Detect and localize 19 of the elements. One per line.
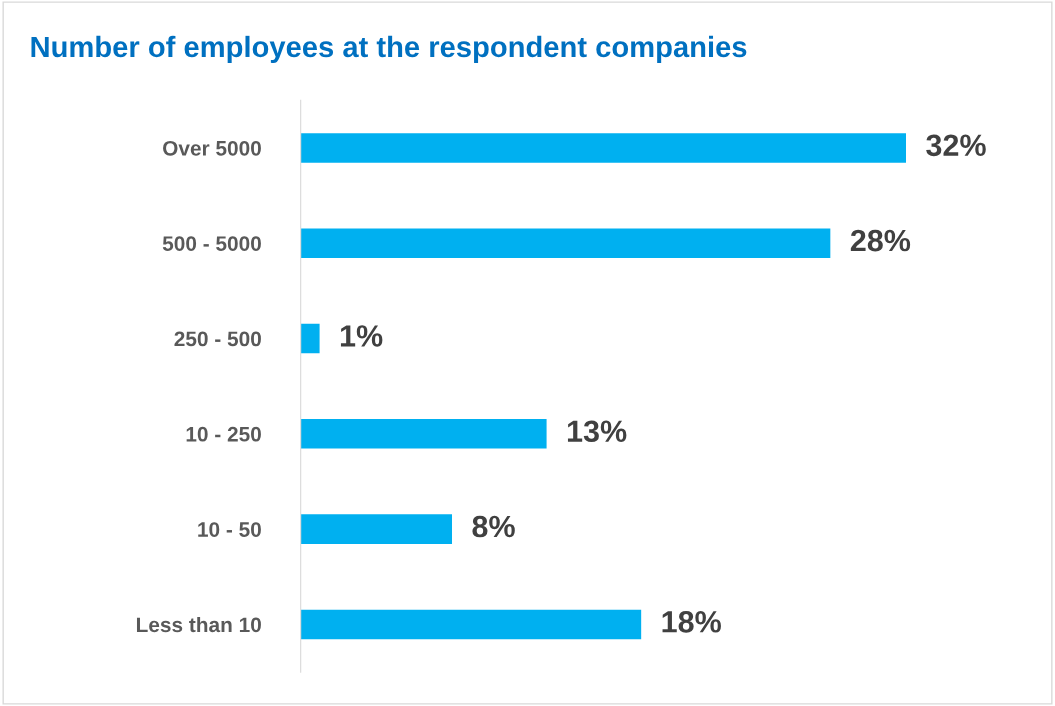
y-tick-label: 10 - 50: [198, 522, 261, 537]
data-label: 1%: [340, 325, 383, 347]
data-label: 18%: [662, 611, 721, 633]
data-label: 32%: [926, 134, 986, 157]
bar: [300, 133, 906, 163]
bar: [300, 419, 547, 449]
bar: [300, 609, 642, 640]
data-label: 13%: [567, 420, 627, 443]
bar: [300, 514, 453, 544]
y-tick-label: Over 5000: [163, 140, 261, 156]
data-label: 28%: [850, 229, 911, 252]
bar: [300, 228, 831, 258]
y-tick-label: 250 - 500: [174, 331, 261, 347]
data-label: 8%: [472, 515, 515, 538]
y-tick-label: 500 - 5000: [162, 236, 261, 251]
bar: [300, 323, 320, 354]
y-tick-label: 10 - 250: [186, 426, 261, 442]
chart-title: Number of employees at the respondent companies: [31, 35, 747, 64]
y-tick-label: Less than 10: [136, 616, 261, 633]
